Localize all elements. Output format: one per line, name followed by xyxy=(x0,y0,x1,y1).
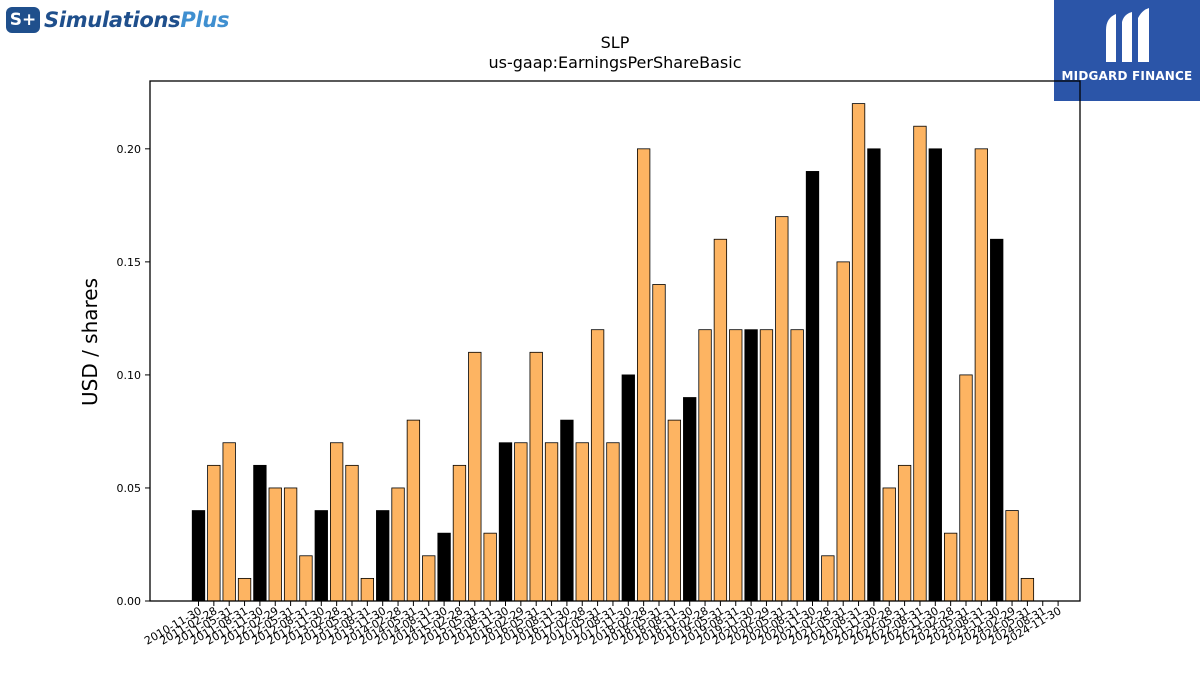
bar xyxy=(237,577,252,602)
bar xyxy=(744,329,758,602)
logo-badge: S+ xyxy=(6,7,40,33)
bar xyxy=(360,577,375,602)
y-axis-label: USD / shares xyxy=(78,278,102,406)
bar xyxy=(376,510,390,602)
bar xyxy=(207,464,221,602)
bar xyxy=(268,487,282,602)
bar xyxy=(637,148,651,602)
bar xyxy=(913,125,927,602)
bar xyxy=(775,216,789,602)
bar xyxy=(544,442,559,602)
bar xyxy=(790,329,804,602)
bar xyxy=(283,487,298,602)
bar xyxy=(452,464,467,602)
bar xyxy=(437,532,451,602)
bar xyxy=(990,238,1004,602)
bar xyxy=(851,103,866,602)
bar xyxy=(606,442,620,602)
bar xyxy=(652,284,666,602)
bar xyxy=(560,419,574,602)
y-tick-label: 0.00 xyxy=(117,595,142,608)
bar xyxy=(468,351,482,602)
plot-frame xyxy=(149,80,1081,602)
bars-group xyxy=(191,103,1035,602)
bar xyxy=(698,329,712,602)
y-tick-label: 0.10 xyxy=(117,369,142,382)
y-tick-label: 0.15 xyxy=(117,256,142,269)
bar xyxy=(329,442,344,602)
bar xyxy=(529,351,543,602)
bar xyxy=(621,374,635,602)
midgard-finance-text: MIDGARD FINANCE xyxy=(1061,69,1193,83)
midgard-emblem-icon xyxy=(1106,8,1149,62)
bar xyxy=(1020,577,1035,602)
chart-subtitle: us-gaap:EarningsPerShareBasic xyxy=(488,53,741,72)
midgard-finance-logo: MIDGARD FINANCE xyxy=(1054,0,1200,101)
bar xyxy=(222,442,236,602)
bar xyxy=(944,532,958,602)
bar xyxy=(590,329,605,602)
y-tick-label: 0.20 xyxy=(117,143,142,156)
bar xyxy=(759,329,774,602)
y-axis: 0.00 0.05 0.10 0.15 0.20 xyxy=(117,143,150,608)
bar xyxy=(345,464,359,602)
bar xyxy=(729,329,743,602)
bar xyxy=(974,148,988,602)
bar xyxy=(959,374,973,602)
bar xyxy=(897,464,912,602)
bar xyxy=(867,148,881,602)
bar xyxy=(253,464,267,602)
bar xyxy=(836,261,850,602)
bar xyxy=(498,442,513,602)
bar xyxy=(683,397,697,602)
logo-word-accent: Plus xyxy=(180,8,230,32)
y-tick-label: 0.05 xyxy=(117,482,142,495)
x-axis: 2010-11-302011-02-282011-05-312011-08-31… xyxy=(142,601,1064,648)
bar xyxy=(406,419,421,602)
bar xyxy=(514,442,528,602)
bar xyxy=(314,510,328,602)
bar xyxy=(928,148,942,602)
bar xyxy=(667,419,681,602)
chart-title: SLP xyxy=(601,33,630,52)
simulations-plus-logo: S+ SimulationsPlus xyxy=(6,6,229,34)
bar xyxy=(805,171,820,602)
bar xyxy=(1005,510,1019,602)
bar xyxy=(483,532,497,602)
bar xyxy=(821,555,835,602)
logo-wordmark: SimulationsPlus xyxy=(44,8,229,32)
bar xyxy=(575,442,589,602)
logo-word-main: Simulations xyxy=(44,8,181,32)
bar xyxy=(391,487,405,602)
bar xyxy=(191,510,206,602)
bar xyxy=(882,487,896,602)
bar xyxy=(299,555,313,602)
bar xyxy=(422,555,436,602)
bar xyxy=(713,238,728,602)
